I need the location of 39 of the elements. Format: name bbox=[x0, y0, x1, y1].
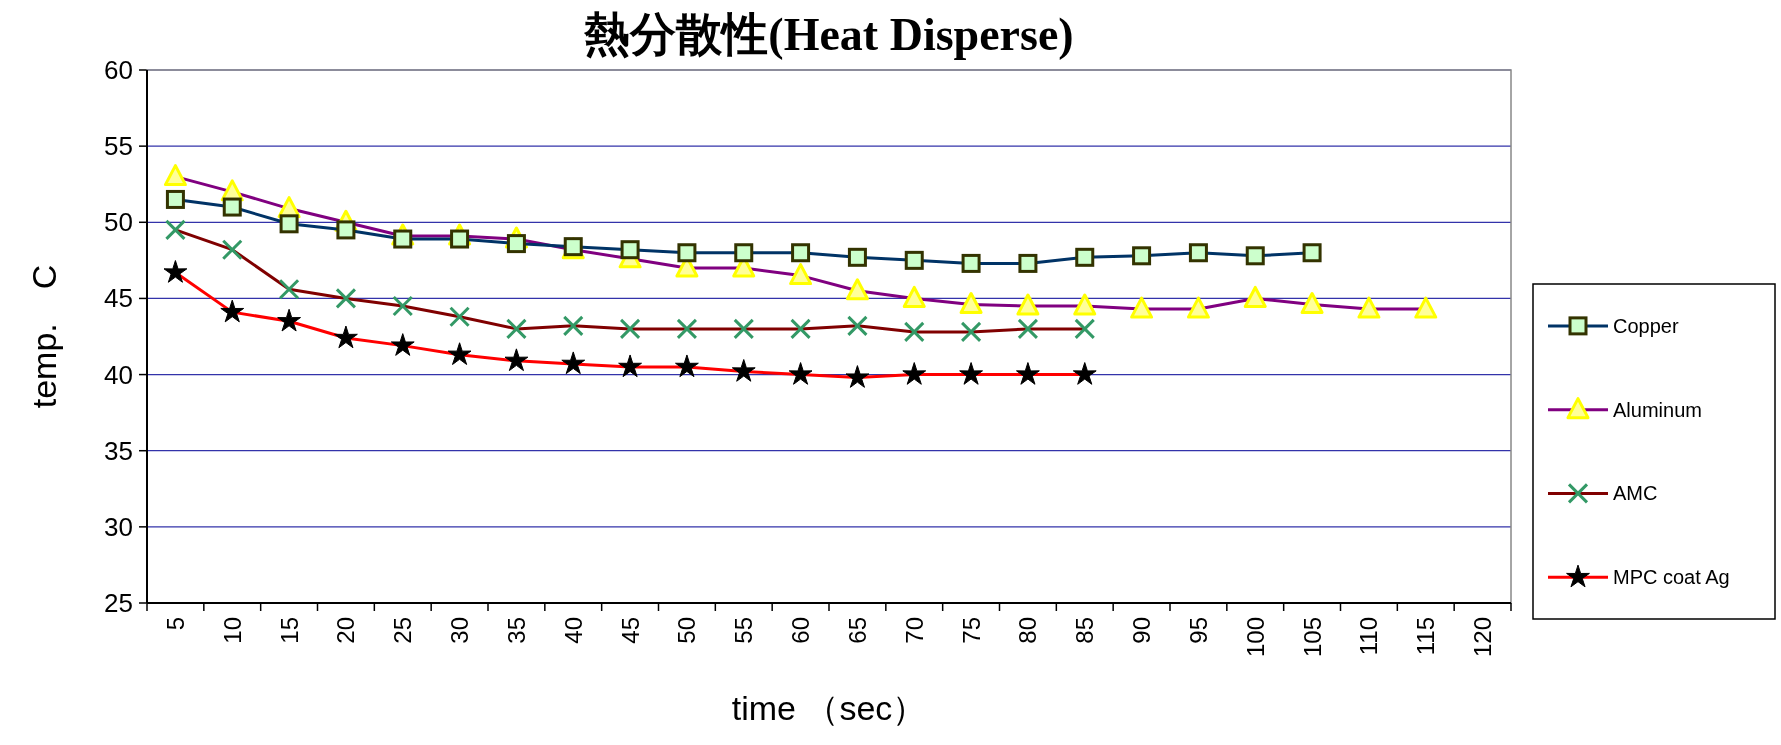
legend-label: Aluminum bbox=[1613, 398, 1702, 421]
x-tick-label: 115 bbox=[1412, 617, 1440, 656]
x-tick-label: 55 bbox=[730, 617, 758, 644]
y-tick-label: 55 bbox=[104, 131, 133, 162]
x-tick-label: 120 bbox=[1469, 617, 1497, 658]
x-tick-label: 35 bbox=[502, 617, 530, 644]
x-tick-label: 110 bbox=[1355, 617, 1383, 656]
x-tick-label: 105 bbox=[1298, 617, 1326, 658]
x-tick-label: 75 bbox=[957, 617, 985, 644]
y-axis-title: temp. C bbox=[25, 264, 63, 409]
x-tick-label: 95 bbox=[1184, 617, 1212, 644]
x-tick-label: 80 bbox=[1014, 617, 1042, 644]
x-tick-label: 50 bbox=[673, 617, 701, 644]
x-tick-label: 40 bbox=[559, 617, 587, 644]
legend-label: AMC bbox=[1613, 482, 1658, 505]
x-tick-label: 90 bbox=[1128, 617, 1156, 644]
x-tick-label: 100 bbox=[1241, 617, 1269, 658]
x-tick-label: 70 bbox=[900, 617, 928, 644]
y-tick-label: 40 bbox=[104, 359, 133, 390]
x-tick-label: 30 bbox=[446, 617, 474, 644]
y-tick-label: 25 bbox=[104, 588, 133, 618]
y-tick-label: 50 bbox=[104, 207, 133, 238]
x-tick-label: 10 bbox=[218, 617, 246, 644]
y-tick-label: 35 bbox=[104, 435, 133, 466]
x-tick-label: 20 bbox=[332, 617, 360, 644]
x-tick-label: 45 bbox=[616, 617, 644, 644]
y-tick-label: 45 bbox=[104, 283, 133, 314]
x-tick-label: 25 bbox=[389, 617, 417, 644]
x-tick-label: 85 bbox=[1071, 617, 1099, 644]
x-tick-label: 65 bbox=[843, 617, 871, 644]
y-tick-label: 60 bbox=[104, 55, 133, 85]
y-tick-label: 30 bbox=[104, 511, 133, 542]
x-tick-label: 5 bbox=[161, 617, 189, 631]
legend-label: MPC coat Ag bbox=[1613, 566, 1730, 589]
legend-label: Copper bbox=[1613, 314, 1679, 337]
x-axis-title: time （sec） bbox=[731, 689, 927, 727]
x-tick-label: 15 bbox=[275, 617, 303, 644]
chart-title: 熱分散性(Heat Disperse) bbox=[583, 9, 1074, 60]
x-tick-label: 60 bbox=[787, 617, 815, 644]
